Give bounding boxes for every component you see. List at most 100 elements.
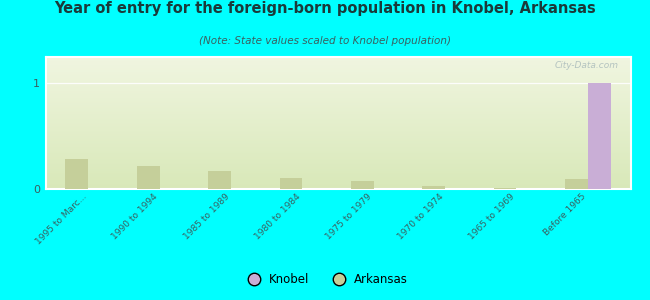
- Bar: [46, 131, 630, 132]
- Bar: [46, 159, 630, 160]
- Bar: [46, 122, 630, 123]
- Bar: [46, 103, 630, 104]
- Text: City-Data.com: City-Data.com: [555, 61, 619, 70]
- Bar: [46, 151, 630, 152]
- Bar: [46, 168, 630, 169]
- Bar: [46, 142, 630, 143]
- Bar: [46, 137, 630, 139]
- Bar: [46, 90, 630, 91]
- Bar: [46, 155, 630, 156]
- Bar: [46, 83, 630, 85]
- Bar: [136, 166, 160, 189]
- Bar: [46, 164, 630, 165]
- Bar: [588, 83, 610, 189]
- Bar: [46, 61, 630, 62]
- Bar: [46, 57, 630, 58]
- Legend: Knobel, Arkansas: Knobel, Arkansas: [237, 269, 413, 291]
- Bar: [46, 167, 630, 168]
- Bar: [46, 160, 630, 161]
- Bar: [46, 89, 630, 90]
- Bar: [46, 181, 630, 182]
- Bar: [46, 94, 630, 95]
- Bar: [46, 93, 630, 94]
- Bar: [46, 127, 630, 128]
- Bar: [46, 102, 630, 103]
- Bar: [46, 156, 630, 157]
- Bar: [46, 74, 630, 76]
- Bar: [46, 65, 630, 66]
- Bar: [351, 181, 374, 189]
- Bar: [46, 71, 630, 73]
- Bar: [46, 87, 630, 89]
- Bar: [46, 153, 630, 155]
- Bar: [46, 116, 630, 118]
- Bar: [46, 175, 630, 176]
- Bar: [46, 132, 630, 134]
- Text: (Note: State values scaled to Knobel population): (Note: State values scaled to Knobel pop…: [199, 36, 451, 46]
- Bar: [46, 152, 630, 153]
- Bar: [46, 81, 630, 82]
- Bar: [46, 95, 630, 97]
- Bar: [46, 186, 630, 188]
- Bar: [208, 171, 231, 189]
- Bar: [422, 186, 445, 189]
- Bar: [66, 159, 88, 189]
- Bar: [46, 66, 630, 68]
- Bar: [46, 123, 630, 124]
- Bar: [46, 128, 630, 130]
- Bar: [46, 188, 630, 189]
- Text: Year of entry for the foreign-born population in Knobel, Arkansas: Year of entry for the foreign-born popul…: [54, 2, 596, 16]
- Bar: [46, 185, 630, 186]
- Bar: [46, 178, 630, 180]
- Bar: [46, 144, 630, 146]
- Bar: [46, 136, 630, 137]
- Bar: [46, 120, 630, 122]
- Bar: [46, 114, 630, 115]
- Bar: [46, 70, 630, 71]
- Bar: [46, 182, 630, 184]
- Bar: [46, 111, 630, 112]
- Bar: [46, 173, 630, 175]
- Bar: [46, 58, 630, 60]
- Bar: [46, 161, 630, 163]
- Bar: [46, 165, 630, 166]
- Bar: [46, 73, 630, 74]
- Bar: [46, 76, 630, 77]
- Bar: [46, 107, 630, 109]
- Bar: [46, 82, 630, 83]
- Bar: [46, 130, 630, 131]
- Bar: [565, 179, 588, 189]
- Bar: [46, 184, 630, 185]
- Bar: [46, 68, 630, 69]
- Bar: [46, 148, 630, 149]
- Bar: [46, 163, 630, 164]
- Bar: [46, 97, 630, 98]
- Bar: [46, 119, 630, 120]
- Bar: [46, 69, 630, 70]
- Bar: [46, 109, 630, 110]
- Bar: [46, 172, 630, 173]
- Bar: [46, 80, 630, 81]
- Bar: [46, 78, 630, 80]
- Bar: [46, 86, 630, 87]
- Bar: [46, 134, 630, 135]
- Bar: [46, 176, 630, 177]
- Bar: [46, 77, 630, 78]
- Bar: [46, 149, 630, 151]
- Bar: [46, 110, 630, 111]
- Bar: [46, 180, 630, 181]
- Bar: [46, 157, 630, 159]
- Bar: [46, 177, 630, 178]
- Bar: [46, 146, 630, 147]
- Bar: [46, 112, 630, 114]
- Bar: [46, 85, 630, 86]
- Bar: [46, 104, 630, 106]
- Bar: [46, 106, 630, 107]
- Bar: [46, 124, 630, 126]
- Bar: [46, 100, 630, 102]
- Bar: [46, 98, 630, 99]
- Bar: [46, 140, 630, 142]
- Bar: [280, 178, 302, 189]
- Bar: [46, 143, 630, 144]
- Bar: [46, 99, 630, 101]
